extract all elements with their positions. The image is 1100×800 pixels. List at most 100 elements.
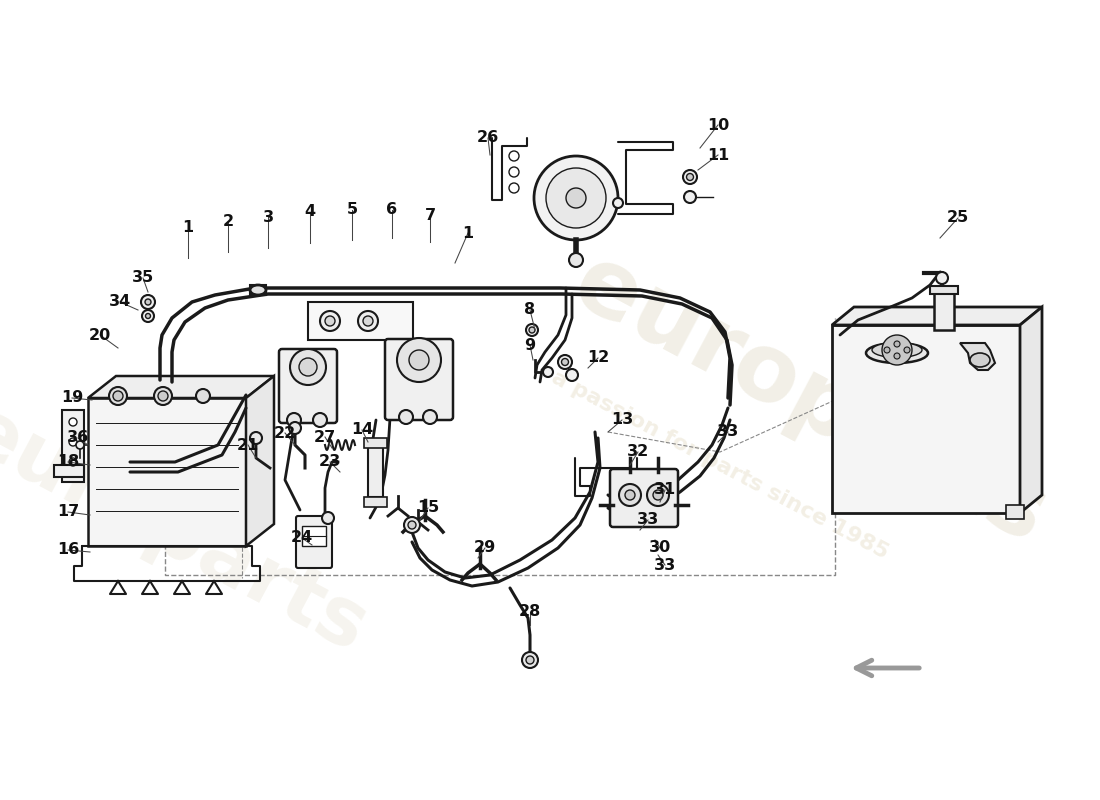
- Circle shape: [250, 432, 262, 444]
- Bar: [302, 526, 326, 546]
- Bar: [364, 438, 387, 448]
- Text: 30: 30: [649, 541, 671, 555]
- Text: 13: 13: [610, 413, 634, 427]
- Circle shape: [145, 299, 151, 305]
- Circle shape: [534, 156, 618, 240]
- Text: 10: 10: [707, 118, 729, 133]
- Ellipse shape: [866, 343, 928, 363]
- Text: 4: 4: [305, 205, 316, 219]
- Circle shape: [154, 387, 172, 405]
- Text: europarts: europarts: [558, 237, 1063, 563]
- Polygon shape: [832, 307, 1042, 325]
- Text: 19: 19: [60, 390, 84, 406]
- Circle shape: [566, 188, 586, 208]
- Text: 3: 3: [263, 210, 274, 225]
- Circle shape: [884, 347, 890, 353]
- Circle shape: [526, 656, 534, 664]
- Circle shape: [109, 387, 126, 405]
- Circle shape: [561, 358, 569, 366]
- Circle shape: [290, 349, 326, 385]
- Circle shape: [408, 521, 416, 529]
- Text: 23: 23: [319, 454, 341, 470]
- Circle shape: [894, 341, 900, 347]
- Circle shape: [529, 327, 535, 333]
- Circle shape: [904, 347, 910, 353]
- Circle shape: [684, 191, 696, 203]
- Circle shape: [683, 170, 697, 184]
- Circle shape: [546, 168, 606, 228]
- Bar: [54, 465, 84, 477]
- Polygon shape: [246, 376, 274, 546]
- Text: 31: 31: [653, 482, 676, 498]
- Ellipse shape: [250, 285, 266, 295]
- Circle shape: [141, 295, 155, 309]
- Circle shape: [69, 458, 77, 466]
- Circle shape: [145, 314, 151, 318]
- Circle shape: [522, 652, 538, 668]
- Circle shape: [424, 410, 437, 424]
- Text: 33: 33: [653, 558, 676, 573]
- Bar: [934, 288, 954, 330]
- Text: 18: 18: [57, 454, 79, 470]
- Circle shape: [142, 310, 154, 322]
- Circle shape: [287, 413, 301, 427]
- Circle shape: [158, 391, 168, 401]
- Text: 28: 28: [519, 605, 541, 619]
- FancyBboxPatch shape: [296, 516, 332, 568]
- Circle shape: [76, 441, 84, 449]
- Circle shape: [566, 369, 578, 381]
- Text: 14: 14: [351, 422, 373, 438]
- Text: 16: 16: [57, 542, 79, 558]
- Circle shape: [320, 311, 340, 331]
- Text: 6: 6: [386, 202, 397, 218]
- Circle shape: [363, 316, 373, 326]
- Circle shape: [509, 167, 519, 177]
- Text: 9: 9: [525, 338, 536, 353]
- Bar: [832, 325, 1020, 513]
- Circle shape: [399, 410, 412, 424]
- Text: 1: 1: [462, 226, 474, 241]
- Bar: [364, 497, 387, 507]
- Circle shape: [509, 183, 519, 193]
- Circle shape: [882, 335, 912, 365]
- Text: 17: 17: [57, 505, 79, 519]
- Text: 33: 33: [637, 513, 659, 527]
- Circle shape: [404, 517, 420, 533]
- Text: a passion for parts since 1985: a passion for parts since 1985: [548, 367, 892, 562]
- Ellipse shape: [872, 342, 922, 358]
- Text: 34: 34: [109, 294, 131, 310]
- Text: 36: 36: [67, 430, 89, 446]
- Circle shape: [569, 253, 583, 267]
- Text: 22: 22: [274, 426, 296, 441]
- Text: 24: 24: [290, 530, 314, 546]
- Circle shape: [558, 355, 572, 369]
- Circle shape: [625, 490, 635, 500]
- Text: 33: 33: [717, 425, 739, 439]
- Circle shape: [196, 389, 210, 403]
- Circle shape: [358, 311, 378, 331]
- Bar: [368, 442, 383, 497]
- Text: 20: 20: [89, 327, 111, 342]
- Text: 12: 12: [587, 350, 609, 366]
- Circle shape: [324, 316, 336, 326]
- Text: 8: 8: [525, 302, 536, 318]
- Text: 26: 26: [477, 130, 499, 146]
- Bar: [930, 286, 958, 294]
- Polygon shape: [1020, 307, 1042, 513]
- Circle shape: [409, 350, 429, 370]
- Circle shape: [543, 367, 553, 377]
- Circle shape: [299, 358, 317, 376]
- Text: 35: 35: [132, 270, 154, 286]
- Text: 7: 7: [425, 207, 436, 222]
- Bar: [308, 302, 412, 340]
- Circle shape: [894, 353, 900, 359]
- Ellipse shape: [970, 353, 990, 367]
- Circle shape: [509, 151, 519, 161]
- Circle shape: [113, 391, 123, 401]
- Text: 2: 2: [222, 214, 233, 230]
- Bar: [62, 410, 84, 482]
- Circle shape: [322, 512, 334, 524]
- Text: 1: 1: [183, 221, 194, 235]
- FancyBboxPatch shape: [279, 349, 337, 423]
- Text: 5: 5: [346, 202, 358, 218]
